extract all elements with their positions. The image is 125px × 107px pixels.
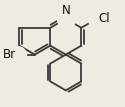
Text: Br: Br [2, 48, 16, 61]
Text: Cl: Cl [98, 12, 110, 25]
Text: N: N [61, 4, 70, 17]
